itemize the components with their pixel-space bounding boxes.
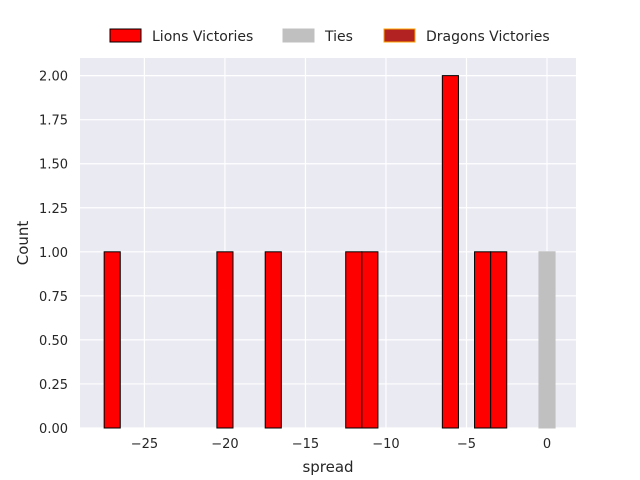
x-tick-label-2: −15	[292, 437, 319, 452]
bar-series0-bin1	[217, 252, 233, 428]
legend: Lions Victories Ties Dragons Victories	[110, 29, 550, 45]
x-tick-label-1: −20	[211, 437, 238, 452]
y-tick-label-2: 0.50	[39, 334, 68, 349]
y-tick-label-4: 1.00	[39, 246, 68, 261]
y-tick-label-1: 0.25	[39, 378, 68, 393]
legend-label-ties: Ties	[324, 29, 353, 45]
legend-swatch-dragons	[384, 29, 415, 42]
y-axis-label: Count	[14, 221, 32, 266]
x-tick-label-5: 0	[543, 437, 551, 452]
y-tick-label-3: 0.75	[39, 290, 68, 305]
bar-series0-bin7	[491, 252, 507, 428]
bar-series0-bin4	[362, 252, 378, 428]
legend-label-lions: Lions Victories	[152, 29, 253, 45]
bar-series0-bin2	[265, 252, 281, 428]
legend-swatch-ties	[283, 29, 314, 42]
bar-series0-bin3	[346, 252, 362, 428]
x-tick-label-3: −10	[372, 437, 399, 452]
x-tick-label-4: −5	[457, 437, 476, 452]
x-axis-label: spread	[302, 458, 353, 476]
legend-label-dragons: Dragons Victories	[426, 29, 550, 45]
bar-series1-bin0	[539, 252, 555, 428]
y-tick-label-8: 2.00	[39, 70, 68, 85]
bar-series0-bin5	[442, 76, 458, 428]
y-tick-label-0: 0.00	[39, 422, 68, 437]
y-tick-label-5: 1.25	[39, 202, 68, 217]
y-tick-label-6: 1.50	[39, 158, 68, 173]
y-tick-labels: 0.00 0.25 0.50 0.75 1.00 1.25 1.50 1.75 2.00	[39, 70, 68, 437]
bar-series0-bin0	[104, 252, 120, 428]
x-tick-label-0: −25	[131, 437, 158, 452]
bar-series0-bin6	[475, 252, 491, 428]
legend-swatch-lions	[110, 29, 141, 42]
x-tick-labels: −25 −20 −15 −10 −5 0	[131, 437, 551, 452]
y-tick-label-7: 1.75	[39, 114, 68, 129]
